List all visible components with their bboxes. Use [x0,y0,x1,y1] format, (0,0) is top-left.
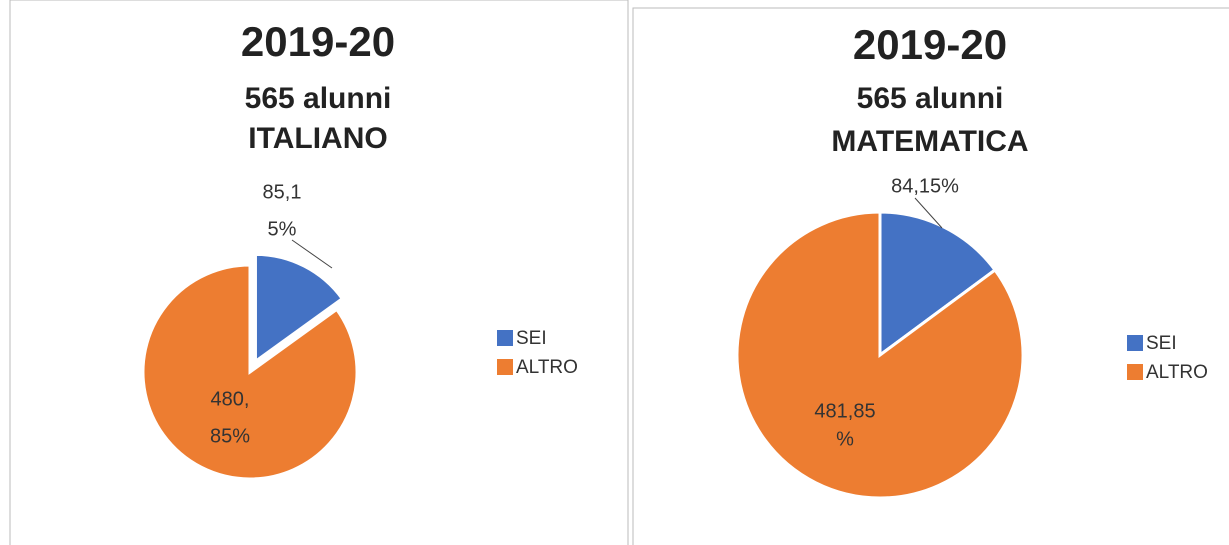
pie-slice [253,252,345,365]
data-label: 85% [210,425,250,447]
chart-title: 2019-20 [241,18,395,65]
legend-swatch [497,359,513,375]
legend-label: SEI [516,328,547,349]
pie-slice [141,263,359,481]
data-label: 481,85 [814,400,875,422]
chart-title: 2019-20 [853,21,1007,68]
chart-subtitle: ITALIANO [248,122,387,155]
data-label: 84,15% [891,175,959,197]
chart-subtitle: 565 alunni [245,82,392,115]
chart-subtitle: 565 alunni [857,82,1004,115]
legend-swatch [1127,364,1143,380]
leader-line [914,197,943,229]
legend-swatch [497,330,513,346]
legend-label: SEI [1146,333,1177,354]
legend-label: ALTRO [516,357,578,378]
data-label: 480, [211,388,250,410]
pie-slice [878,210,998,358]
leader-line [291,239,333,269]
chart-subtitle: MATEMATICA [831,125,1028,158]
data-label: 5% [268,218,297,240]
legend-swatch [1127,335,1143,351]
pie-slice [735,210,1025,500]
data-label: 85,1 [263,181,302,203]
data-label: % [836,428,854,450]
legend-label: ALTRO [1146,362,1208,383]
